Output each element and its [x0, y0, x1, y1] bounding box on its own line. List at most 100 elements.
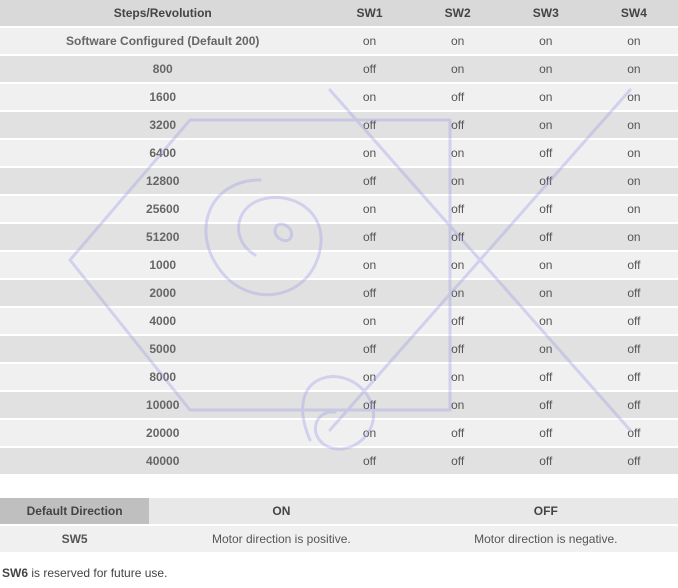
cell-sw3: off: [502, 195, 590, 223]
cell-sw1: off: [325, 223, 413, 251]
cell-sw3: on: [502, 27, 590, 55]
cell-sw2: off: [414, 111, 502, 139]
spacer: [0, 476, 678, 498]
cell-sw2: off: [414, 419, 502, 447]
direction-row: SW5 Motor direction is positive. Motor d…: [0, 525, 678, 553]
table-row: 20000onoffoffoff: [0, 419, 678, 447]
cell-sw3: off: [502, 419, 590, 447]
cell-sw4: on: [590, 111, 678, 139]
cell-sw3: on: [502, 111, 590, 139]
cell-sw3: on: [502, 307, 590, 335]
cell-sw4: off: [590, 419, 678, 447]
table-row: 6400ononoffon: [0, 139, 678, 167]
footnote-bold: SW6: [2, 566, 28, 580]
cell-sw2: on: [414, 139, 502, 167]
cell-steps: 8000: [0, 363, 325, 391]
cell-sw2: off: [414, 223, 502, 251]
cell-sw2: off: [414, 195, 502, 223]
table-row: 25600onoffoffon: [0, 195, 678, 223]
cell-sw1: on: [325, 419, 413, 447]
header-sw2: SW2: [414, 0, 502, 27]
cell-steps: 1600: [0, 83, 325, 111]
cell-sw2: on: [414, 55, 502, 83]
cell-sw2: on: [414, 27, 502, 55]
cell-sw4: on: [590, 167, 678, 195]
cell-sw1: off: [325, 279, 413, 307]
cell-sw4: on: [590, 55, 678, 83]
header-on: ON: [149, 498, 413, 525]
table-row: 4000onoffonoff: [0, 307, 678, 335]
direction-header-row: Default Direction ON OFF: [0, 498, 678, 525]
table-row: Software Configured (Default 200)ononono…: [0, 27, 678, 55]
cell-steps: 12800: [0, 167, 325, 195]
cell-sw1: on: [325, 251, 413, 279]
cell-sw2: off: [414, 83, 502, 111]
cell-sw4: off: [590, 335, 678, 363]
cell-sw4: on: [590, 195, 678, 223]
cell-sw2: on: [414, 391, 502, 419]
cell-steps: 6400: [0, 139, 325, 167]
table-row: 2000offononoff: [0, 279, 678, 307]
header-sw1: SW1: [325, 0, 413, 27]
cell-sw4: on: [590, 223, 678, 251]
cell-steps: 1000: [0, 251, 325, 279]
header-sw4: SW4: [590, 0, 678, 27]
cell-sw1: on: [325, 307, 413, 335]
table-row: 40000offoffoffoff: [0, 447, 678, 475]
cell-steps: 4000: [0, 307, 325, 335]
cell-sw2: off: [414, 335, 502, 363]
cell-sw3: on: [502, 335, 590, 363]
cell-steps: 25600: [0, 195, 325, 223]
table-row: 10000offonoffoff: [0, 391, 678, 419]
cell-sw4: off: [590, 307, 678, 335]
cell-sw2: off: [414, 307, 502, 335]
cell-sw1: on: [325, 363, 413, 391]
table-row: 5000offoffonoff: [0, 335, 678, 363]
table-row: 12800offonoffon: [0, 167, 678, 195]
cell-sw1: off: [325, 335, 413, 363]
cell-sw1: on: [325, 195, 413, 223]
cell-steps: 5000: [0, 335, 325, 363]
cell-steps: Software Configured (Default 200): [0, 27, 325, 55]
cell-steps: 40000: [0, 447, 325, 475]
cell-direction-negative: Motor direction is negative.: [414, 525, 678, 553]
cell-sw1: on: [325, 83, 413, 111]
table-row: 800offononon: [0, 55, 678, 83]
cell-sw3: off: [502, 391, 590, 419]
cell-sw1: on: [325, 139, 413, 167]
cell-sw1: off: [325, 167, 413, 195]
cell-sw2: on: [414, 279, 502, 307]
cell-steps: 20000: [0, 419, 325, 447]
steps-table-header-row: Steps/Revolution SW1 SW2 SW3 SW4: [0, 0, 678, 27]
table-row: 51200offoffoffon: [0, 223, 678, 251]
cell-sw3: on: [502, 83, 590, 111]
cell-steps: 2000: [0, 279, 325, 307]
table-row: 8000ononoffoff: [0, 363, 678, 391]
cell-sw2: off: [414, 447, 502, 475]
cell-sw3: on: [502, 279, 590, 307]
cell-sw3: off: [502, 363, 590, 391]
cell-sw1: off: [325, 447, 413, 475]
cell-sw2: on: [414, 251, 502, 279]
steps-table: Steps/Revolution SW1 SW2 SW3 SW4 Softwar…: [0, 0, 678, 476]
cell-sw3: off: [502, 139, 590, 167]
direction-table: Default Direction ON OFF SW5 Motor direc…: [0, 498, 678, 554]
cell-sw4: off: [590, 363, 678, 391]
table-row: 3200offoffonon: [0, 111, 678, 139]
cell-sw1: off: [325, 391, 413, 419]
header-sw3: SW3: [502, 0, 590, 27]
footnote: SW6 is reserved for future use.: [0, 554, 678, 588]
cell-sw4: on: [590, 83, 678, 111]
cell-sw1: off: [325, 55, 413, 83]
cell-steps: 51200: [0, 223, 325, 251]
cell-sw3: on: [502, 55, 590, 83]
table-row: 1000onononoff: [0, 251, 678, 279]
header-default-direction: Default Direction: [0, 498, 149, 525]
cell-steps: 10000: [0, 391, 325, 419]
cell-sw1: on: [325, 27, 413, 55]
cell-sw5: SW5: [0, 525, 149, 553]
cell-steps: 800: [0, 55, 325, 83]
cell-sw3: off: [502, 447, 590, 475]
cell-sw4: off: [590, 251, 678, 279]
cell-sw3: off: [502, 167, 590, 195]
